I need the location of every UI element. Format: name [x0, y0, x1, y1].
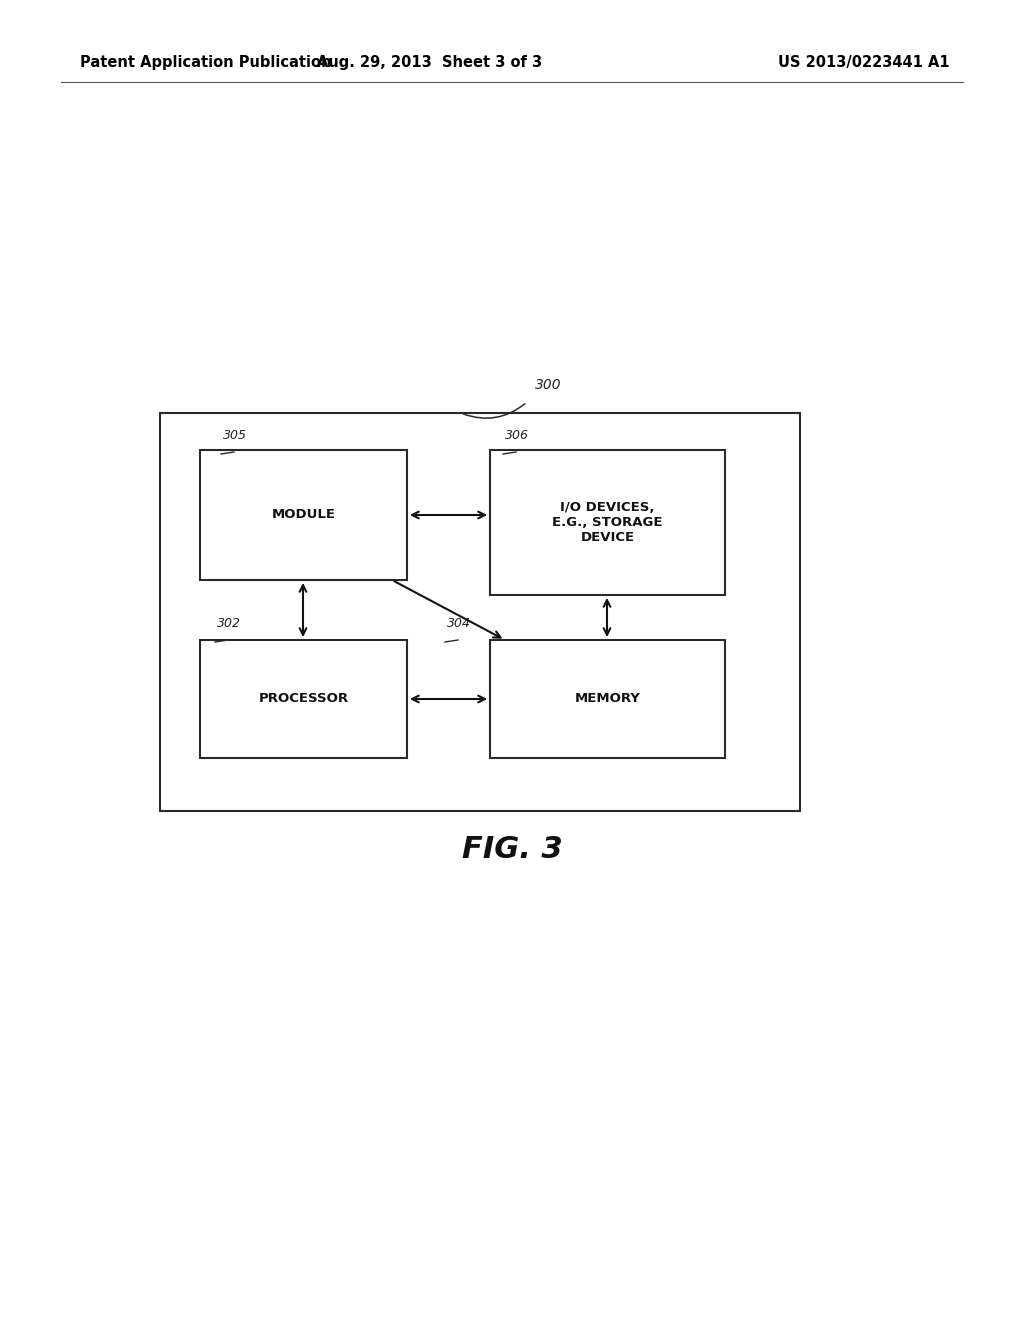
Text: I/O DEVICES,
E.G., STORAGE
DEVICE: I/O DEVICES, E.G., STORAGE DEVICE	[552, 502, 663, 544]
Text: 302: 302	[217, 616, 241, 630]
Bar	[200, 450, 407, 579]
Bar	[160, 413, 800, 810]
Text: 300: 300	[535, 378, 561, 392]
Text: MEMORY: MEMORY	[574, 693, 640, 705]
Bar	[490, 450, 725, 595]
Text: 306: 306	[505, 429, 529, 442]
Text: PROCESSOR: PROCESSOR	[258, 693, 348, 705]
Text: MODULE: MODULE	[271, 508, 336, 521]
Text: 304: 304	[447, 616, 471, 630]
Text: Patent Application Publication: Patent Application Publication	[80, 54, 332, 70]
Text: FIG. 3: FIG. 3	[462, 836, 562, 865]
Text: 305: 305	[223, 429, 247, 442]
Bar	[200, 640, 407, 758]
Text: US 2013/0223441 A1: US 2013/0223441 A1	[778, 54, 950, 70]
Bar	[490, 640, 725, 758]
Text: Aug. 29, 2013  Sheet 3 of 3: Aug. 29, 2013 Sheet 3 of 3	[317, 54, 543, 70]
